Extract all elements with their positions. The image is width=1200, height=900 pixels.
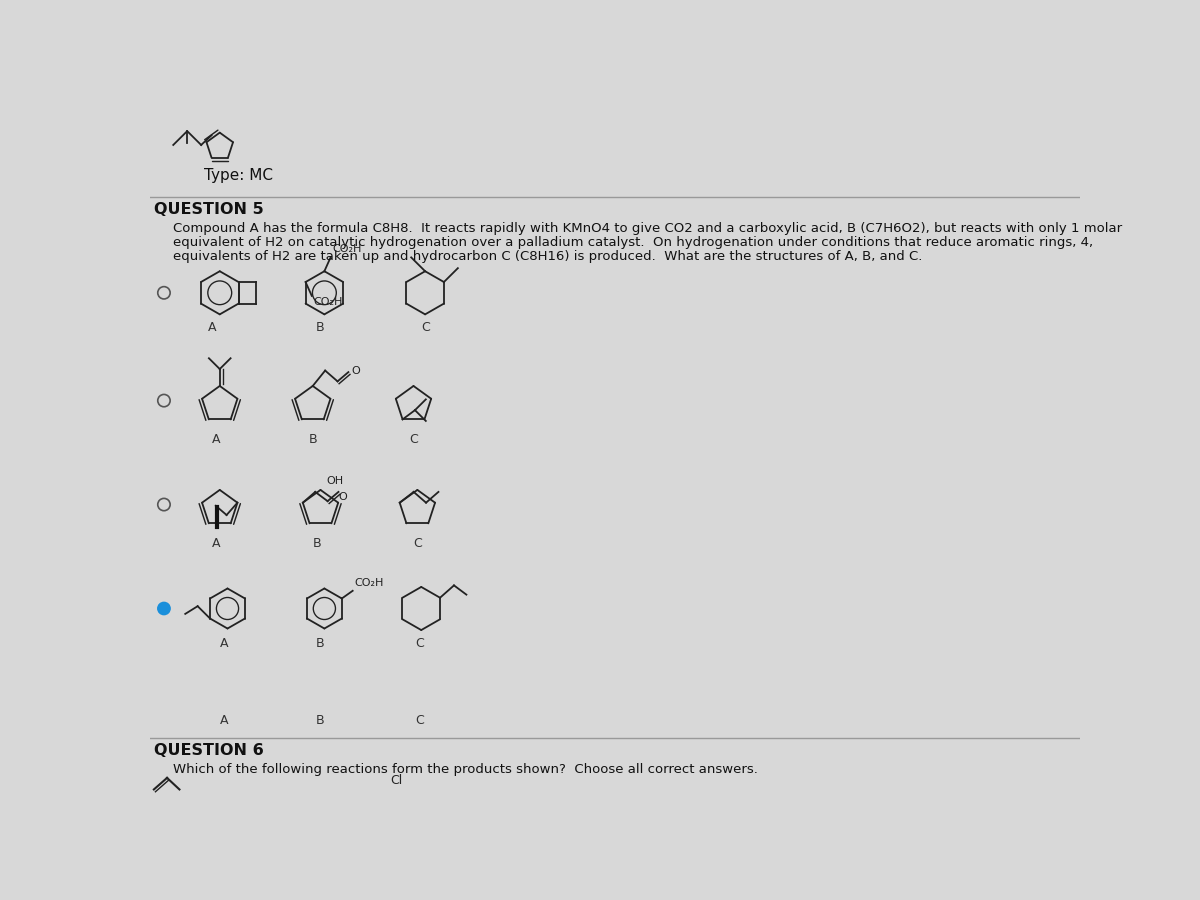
Text: A: A — [220, 637, 229, 650]
Text: C: C — [415, 714, 424, 727]
Text: QUESTION 6: QUESTION 6 — [154, 743, 264, 758]
Text: B: B — [316, 321, 325, 334]
Text: O: O — [338, 491, 348, 501]
Text: C: C — [409, 433, 418, 446]
Text: Compound A has the formula C8H8.  It reacts rapidly with KMnO4 to give CO2 and a: Compound A has the formula C8H8. It reac… — [173, 222, 1122, 235]
Text: A: A — [211, 433, 220, 446]
Text: Cl: Cl — [390, 774, 402, 788]
Text: A: A — [211, 537, 220, 550]
Text: C: C — [413, 537, 421, 550]
Text: B: B — [316, 714, 325, 727]
Text: A: A — [208, 321, 216, 334]
Circle shape — [157, 602, 170, 615]
Text: B: B — [316, 637, 325, 650]
Text: B: B — [308, 433, 317, 446]
Text: Which of the following reactions form the products shown?  Choose all correct an: Which of the following reactions form th… — [173, 763, 758, 777]
Text: O: O — [352, 365, 360, 375]
Text: CO₂H: CO₂H — [354, 578, 384, 588]
Text: A: A — [220, 714, 229, 727]
Text: C: C — [415, 637, 424, 650]
Text: QUESTION 5: QUESTION 5 — [154, 202, 264, 217]
Text: C: C — [421, 321, 430, 334]
Text: equivalents of H2 are taken up and hydrocarbon C (C8H16) is produced.  What are : equivalents of H2 are taken up and hydro… — [173, 249, 923, 263]
Text: equivalent of H2 on catalytic hydrogenation over a palladium catalyst.  On hydro: equivalent of H2 on catalytic hydrogenat… — [173, 236, 1093, 248]
Text: OH: OH — [326, 476, 344, 486]
Text: B: B — [312, 537, 320, 550]
Text: CO₂H: CO₂H — [332, 244, 361, 255]
Text: Type: MC: Type: MC — [204, 168, 274, 183]
Text: CO₂H: CO₂H — [313, 297, 343, 308]
